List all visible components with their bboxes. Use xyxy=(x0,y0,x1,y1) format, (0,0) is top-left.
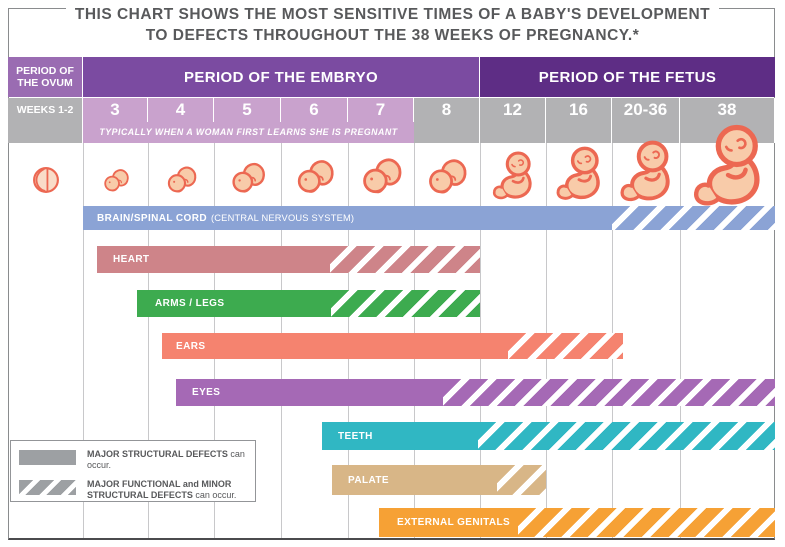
week-cell-12: 12 xyxy=(480,98,546,143)
embryo-icon xyxy=(164,164,199,204)
bar-hatched-eyes xyxy=(443,379,775,406)
bar-hatched-brain-spinal-cord xyxy=(612,206,775,230)
bar-arms-legs: ARMS / LEGS xyxy=(137,290,331,317)
bar-label: EXTERNAL GENITALS xyxy=(397,517,511,528)
week-cell-8: 8 xyxy=(414,98,480,143)
period-header-ovum: PERIOD OF THE OVUM xyxy=(8,57,83,97)
hatched-swatch-icon xyxy=(19,480,76,495)
embryo-icon xyxy=(228,160,268,205)
gridline xyxy=(148,143,149,538)
pregnancy-awareness-note: TYPICALLY WHEN A WOMAN FIRST LEARNS SHE … xyxy=(83,122,414,143)
fetus-icon xyxy=(550,146,608,209)
bar-hatched-arms-legs xyxy=(331,290,480,317)
bar-hatched-teeth xyxy=(478,422,775,450)
bar-palate: PALATE xyxy=(332,465,497,495)
bar-label: BRAIN/SPINAL CORD xyxy=(97,212,207,224)
bar-teeth: TEETH xyxy=(322,422,478,450)
bar-hatched-palate xyxy=(497,465,546,495)
gridline xyxy=(680,143,681,538)
bar-sublabel: (CENTRAL NERVOUS SYSTEM) xyxy=(210,213,355,223)
period-header-embryo: PERIOD OF THE EMBRYO xyxy=(83,57,480,97)
bar-eyes: EYES xyxy=(176,379,443,406)
legend-bold-text: MAJOR STRUCTURAL DEFECTS xyxy=(87,449,228,459)
bar-label: EYES xyxy=(192,387,221,398)
legend-normal-text: can occur. xyxy=(195,490,237,500)
fetus-icon xyxy=(613,140,679,211)
bar-external-genitals: EXTERNAL GENITALS xyxy=(379,508,518,537)
week-cell-weeks-1-2: WEEKS 1-2 xyxy=(8,98,83,143)
legend-item-functional: MAJOR FUNCTIONAL and MINOR STRUCTURAL DE… xyxy=(11,471,255,501)
embryo-icon xyxy=(358,155,405,207)
bar-hatched-external-genitals xyxy=(518,508,775,537)
solid-swatch-icon xyxy=(19,450,76,465)
bar-label: HEART xyxy=(113,254,150,265)
bar-heart: HEART xyxy=(97,246,330,273)
gridline xyxy=(83,143,84,538)
chart-title: THIS CHART SHOWS THE MOST SENSITIVE TIME… xyxy=(66,1,719,48)
legend-text-functional: MAJOR FUNCTIONAL and MINOR STRUCTURAL DE… xyxy=(87,479,249,501)
week-cell-20-36: 20-36 xyxy=(612,98,680,143)
week-cell-16: 16 xyxy=(546,98,612,143)
bar-label: EARS xyxy=(176,340,206,352)
legend-normal-text: can occur. xyxy=(87,449,245,470)
period-header-fetus: PERIOD OF THE FETUS xyxy=(480,57,775,97)
bar-label: PALATE xyxy=(348,474,389,486)
legend-text-structural: MAJOR STRUCTURAL DEFECTS can occur. xyxy=(87,449,249,471)
chart-title-line2: TO DEFECTS THROUGHOUT THE 38 WEEKS OF PR… xyxy=(145,27,640,44)
chart-title-line1: THIS CHART SHOWS THE MOST SENSITIVE TIME… xyxy=(74,6,711,23)
embryo-icon xyxy=(424,156,470,207)
embryo-icon xyxy=(101,167,131,202)
embryo-icon xyxy=(293,157,337,206)
bar-hatched-ears xyxy=(508,333,623,359)
bar-label: ARMS / LEGS xyxy=(155,298,225,309)
fetus-icon xyxy=(487,151,539,208)
bar-label: TEETH xyxy=(338,430,373,442)
legend-bold-text: MAJOR FUNCTIONAL and MINOR STRUCTURAL DE… xyxy=(87,479,232,500)
baby-icon xyxy=(684,124,772,217)
bar-brain-spinal-cord: BRAIN/SPINAL CORD (CENTRAL NERVOUS SYSTEM… xyxy=(83,206,612,230)
legend-box: MAJOR STRUCTURAL DEFECTS can occur. MAJO… xyxy=(10,440,256,502)
ovum-icon xyxy=(28,162,64,203)
bar-ears: EARS xyxy=(162,333,508,359)
bar-hatched-heart xyxy=(330,246,480,273)
legend-item-structural: MAJOR STRUCTURAL DEFECTS can occur. xyxy=(11,441,255,471)
